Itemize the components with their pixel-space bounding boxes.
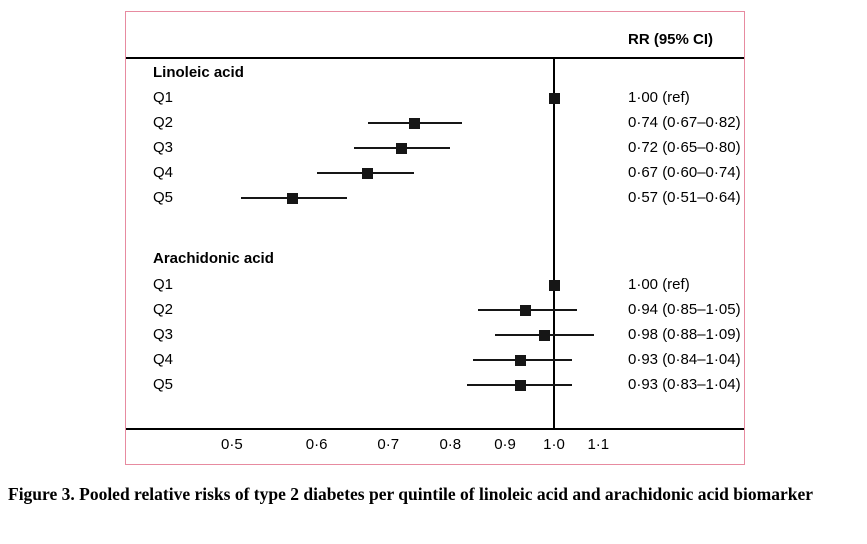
rr-marker: [514, 379, 526, 391]
header-rule: [126, 57, 744, 59]
column-header: RR (95% CI): [628, 31, 714, 48]
rr-value: 0·93 (0·84–1·04): [628, 351, 741, 368]
rr-value: 0·98 (0·88–1·09): [628, 326, 741, 343]
row-label: Q5: [153, 376, 174, 393]
x-tick-label: 0·8: [439, 436, 462, 453]
x-tick-label: 1·1: [587, 436, 610, 453]
row-label: Q3: [153, 139, 174, 156]
rr-marker: [519, 304, 531, 316]
rr-value: 0·74 (0·67–0·82): [628, 114, 741, 131]
rr-value: 0·67 (0·60–0·74): [628, 164, 741, 181]
x-tick-label: 0·9: [494, 436, 516, 453]
rr-marker: [287, 192, 299, 204]
x-tick-label: 1·0: [543, 436, 565, 453]
group-label: Arachidonic acid: [153, 250, 274, 267]
row-label: Q3: [153, 326, 174, 343]
rr-value: 0·57 (0·51–0·64): [628, 189, 741, 206]
row-label: Q1: [153, 89, 174, 106]
row-label: Q2: [153, 301, 174, 318]
rr-marker: [548, 92, 560, 104]
figure-caption: Figure 3. Pooled relative risks of type …: [8, 484, 813, 504]
rr-value: 1·00 (ref): [628, 89, 690, 106]
rr-marker: [548, 279, 560, 291]
rr-marker: [514, 354, 526, 366]
rr-marker: [408, 117, 420, 129]
rr-marker: [362, 167, 374, 179]
rr-value: 0·72 (0·65–0·80): [628, 139, 741, 156]
group-label: Linoleic acid: [153, 64, 244, 81]
row-label: Q1: [153, 276, 174, 293]
x-axis-line: [126, 428, 744, 430]
row-label: Q5: [153, 189, 174, 206]
row-label: Q4: [153, 164, 174, 181]
x-tick-label: 0·7: [377, 436, 400, 453]
rr-marker: [539, 329, 551, 341]
reference-line: [553, 57, 555, 428]
rr-value: 0·94 (0·85–1·05): [628, 301, 741, 318]
rr-value: 0·93 (0·83–1·04): [628, 376, 741, 393]
rr-value: 1·00 (ref): [628, 276, 690, 293]
row-label: Q4: [153, 351, 174, 368]
x-tick-label: 0·6: [305, 436, 328, 453]
rr-marker: [395, 142, 407, 154]
x-tick-label: 0·5: [221, 436, 243, 453]
row-label: Q2: [153, 114, 174, 131]
forest-plot: RR (95% CI) 0·5 0·6 0·7 0·8 0·9 1·0 1·1 Linolei…: [125, 11, 745, 465]
